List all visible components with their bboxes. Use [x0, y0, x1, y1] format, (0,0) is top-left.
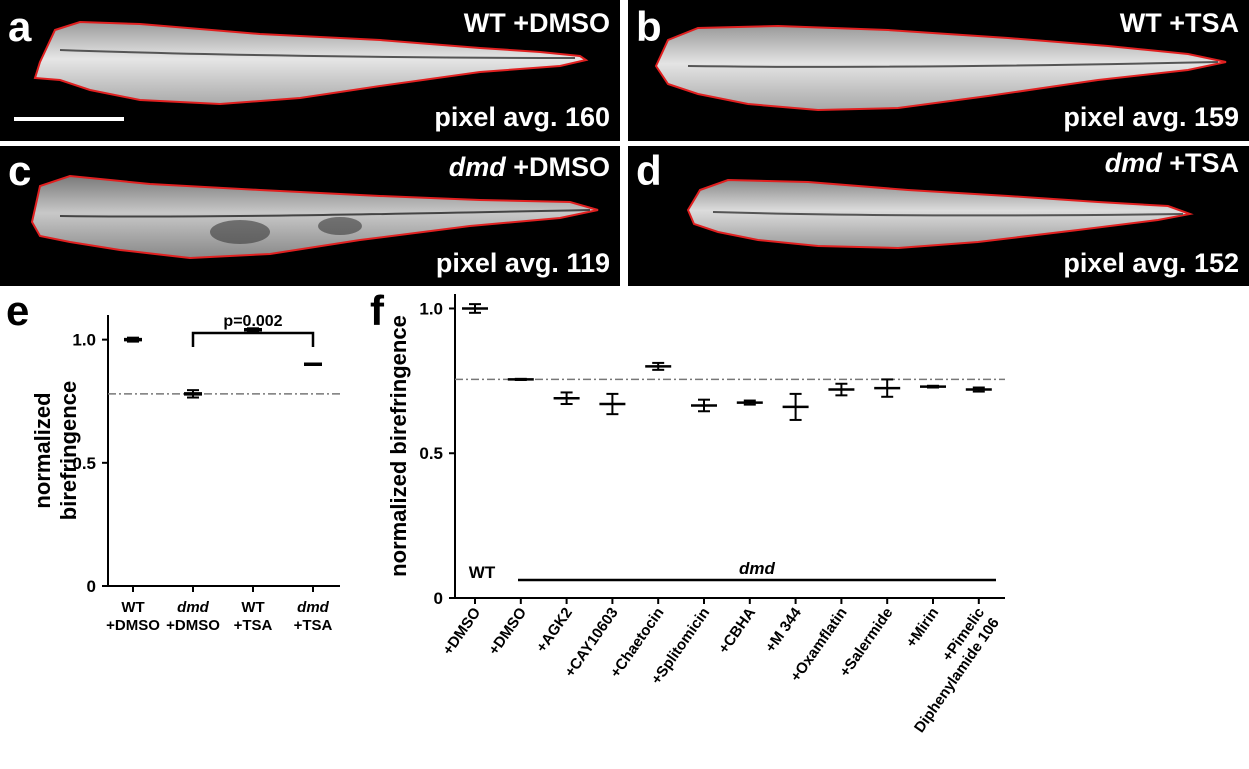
x-tick-label-e: dmd +TSA [294, 599, 333, 634]
condition-label: dmd +TSA [1104, 148, 1239, 178]
panel-letter-f: f [370, 287, 384, 334]
panel-b-image: b WT +TSA pixel avg. 159 [628, 0, 1249, 141]
significance-bracket [191, 331, 315, 347]
scale-bar [14, 117, 124, 121]
larva-c-illustration [30, 174, 599, 260]
panel-d-image: d dmd +TSA pixel avg. 152 [628, 146, 1249, 286]
larva-b-illustration [654, 24, 1227, 112]
panel-a-image: a WT +DMSO pixel avg. 160 [0, 0, 620, 141]
x-tick-label-f: +DMSO [485, 604, 530, 658]
larva-a-illustration [33, 20, 589, 106]
x-tick-label-e: dmd +DMSO [166, 599, 220, 634]
group-label-wt: WT [469, 563, 496, 582]
pixel-average-label: pixel avg. 119 [435, 248, 610, 278]
panel-letter: a [8, 3, 32, 50]
panel-letter: c [8, 147, 32, 194]
significance-label: p=0.002 [223, 313, 282, 330]
panel-letter: d [636, 147, 662, 194]
y-axis-label-f: normalized birefringence [386, 315, 411, 577]
larva-d-illustration [686, 178, 1194, 250]
y-axis-label-e: normalizedbirefringence [30, 381, 81, 520]
pixel-average-label: pixel avg. 152 [1063, 248, 1239, 278]
panel-letter-e: e [6, 287, 30, 334]
x-tick-label-f: +DMSO [440, 604, 485, 658]
condition-label: WT +DMSO [463, 8, 610, 38]
condition-label: WT +TSA [1119, 8, 1239, 38]
x-tick-label-f: +PimelicDiphenylamide 106 [896, 605, 1003, 736]
y-tick-label-e: 0 [87, 577, 96, 596]
pixel-average-label: pixel avg. 160 [434, 102, 610, 132]
y-tick-label-f: 0.5 [419, 444, 443, 463]
condition-label: dmd +DMSO [448, 152, 610, 182]
group-label-mutant: dmd [739, 559, 776, 578]
x-tick-label-f: +M 344 [762, 604, 805, 656]
panel-letter: b [636, 3, 662, 50]
y-tick-label-f: 1.0 [419, 299, 443, 318]
x-tick-label-f: +AGK2 [533, 605, 576, 656]
y-tick-label-e: 0.5 [72, 454, 96, 473]
x-tick-label-f: +Mirin [903, 605, 943, 651]
x-tick-label-e: WT +TSA [234, 599, 273, 634]
y-tick-label-f: 0 [434, 589, 443, 608]
y-tick-label-e: 1.0 [72, 331, 96, 350]
x-tick-label-f: +CBHA [715, 604, 759, 657]
x-tick-label-e: WT +DMSO [106, 599, 160, 634]
panel-c-image: c dmd +DMSO pixel avg. 119 [0, 146, 620, 286]
pixel-average-label: pixel avg. 159 [1063, 102, 1239, 132]
